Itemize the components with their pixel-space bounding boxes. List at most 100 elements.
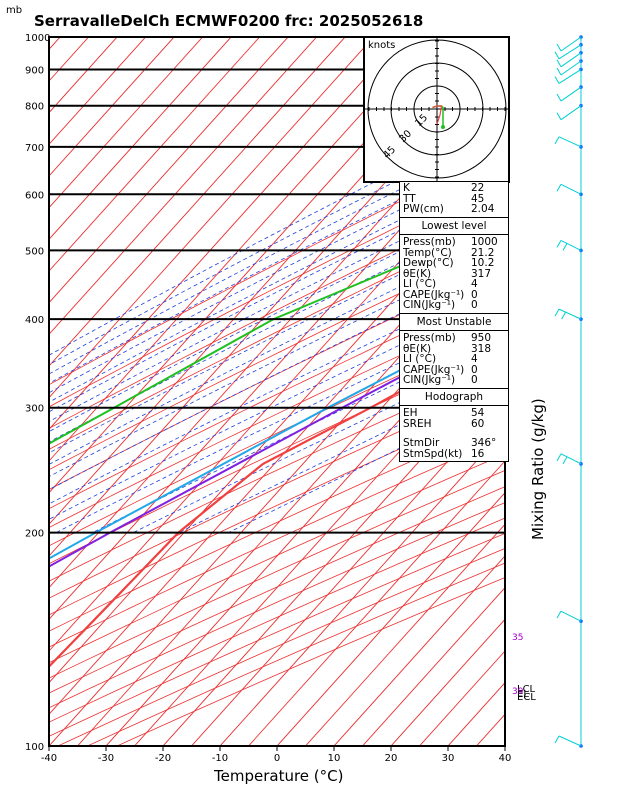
most-unstable-label: θE(K)	[403, 342, 432, 355]
isotherm-line	[605, 22, 618, 762]
index-row: PW(cm) 2.04	[403, 204, 505, 215]
temperature-line	[49, 333, 505, 669]
wind-barb	[560, 36, 582, 52]
chart-grid	[0, 22, 618, 762]
pressure-tick-label: 100	[25, 742, 44, 753]
most-unstable-label: Press(mb)	[403, 332, 456, 344]
moist-adiabat-line	[49, 178, 505, 413]
pressure-tick-label: 900	[25, 65, 44, 76]
hodograph-stat-row: EH 54	[403, 408, 505, 419]
most-unstable-label: CAPE(Jkg⁻¹)	[403, 363, 465, 376]
isotherm-line	[190, 396, 505, 746]
hodograph-stat-label: StmDir	[403, 437, 440, 449]
wind-barb-flag	[556, 59, 562, 68]
lowest-level-header: Lowest level	[400, 219, 508, 235]
moist-adiabat-line	[49, 157, 505, 394]
dry-adiabat-line	[49, 502, 505, 709]
moist-adiabat-line	[49, 277, 505, 505]
isotherm-line	[49, 37, 346, 367]
wind-barb-flag	[562, 243, 568, 251]
wind-barb-flag	[556, 112, 562, 120]
dry-adiabat-line	[49, 533, 505, 737]
dry-adiabat-line	[49, 419, 505, 632]
hodograph-stat-value: 346°	[471, 437, 497, 449]
most-unstable-value: 0	[471, 363, 478, 376]
isotherm-line	[304, 523, 505, 746]
extra-label: 39	[512, 687, 524, 697]
lowest-level-value: 10.2	[471, 257, 495, 269]
moist-adiabat-line	[49, 248, 505, 478]
dry-adiabat-line	[49, 326, 505, 547]
hodograph-stat-row: SREH 60	[403, 418, 505, 430]
lowest-level-box: Lowest level Press(mb) 1000 Temp(°C) 21.2 Dew…	[399, 216, 509, 314]
dry-adiabat-line	[49, 436, 505, 648]
lowest-level-label: Temp(°C)	[403, 246, 452, 259]
parcel-line	[49, 320, 505, 568]
moist-adiabat-line	[49, 211, 505, 443]
most-unstable-box: Most Unstable Press(mb) 950 θE(K) 318 LI (°C)…	[399, 312, 509, 389]
isotherm-line	[49, 37, 61, 51]
moist-adiabat-line	[49, 147, 505, 384]
lowest-level-label: CIN(Jkg⁻¹)	[403, 299, 456, 311]
wind-barb	[560, 183, 582, 195]
x-tick-label: -40	[41, 753, 57, 764]
dry-adiabat-line	[49, 173, 505, 408]
moist-adiabat-line	[49, 167, 505, 403]
wind-barb	[560, 610, 582, 622]
hodograph-header: Hodograph	[400, 390, 508, 406]
lowest-level-row: CAPE(Jkg⁻¹) 0	[403, 289, 505, 301]
extra-label: ECL	[517, 692, 536, 703]
dry-adiabat-line	[49, 453, 505, 664]
hodograph-box: Hodograph EH 54 SREH 60 StmDir 346° StmSpd(kt) 1…	[399, 387, 509, 462]
wind-barbs	[554, 35, 583, 748]
skew-grid-line	[49, 175, 505, 684]
most-unstable-header: Most Unstable	[400, 315, 508, 331]
units-label: mb	[6, 5, 22, 16]
dry-adiabat-line	[49, 345, 505, 565]
isotherm-line	[49, 206, 505, 716]
wind-barb	[560, 86, 582, 102]
dry-adiabat-line	[49, 364, 505, 582]
moist-adiabat-line	[55, 311, 505, 533]
indices-panel: K 22 TT 45 PW(cm) 2.04 Lowest level Press(mb) 1…	[399, 181, 509, 462]
extra-label: 35	[512, 633, 523, 643]
skew-grid-line	[0, 37, 3, 746]
most-unstable-row: CAPE(Jkg⁻¹) 0	[403, 363, 505, 376]
skew-grid-line	[49, 238, 505, 746]
most-unstable-label: LI (°C)	[403, 353, 437, 365]
lowest-level-row: LI (°C) 4	[403, 279, 505, 290]
dry-adiabat-line	[49, 383, 505, 599]
index-label: TT	[403, 192, 416, 205]
most-unstable-value: 4	[471, 353, 478, 365]
x-tick-label: -30	[98, 753, 114, 764]
skew-grid-line	[105, 302, 505, 746]
lowest-level-value: 21.2	[471, 246, 495, 259]
x-axis-title: Temperature (°C)	[213, 767, 343, 785]
isotherm-line	[49, 37, 175, 177]
lowest-level-label: Press(mb)	[403, 236, 456, 248]
hodograph-stat-row: StmDir 346°	[403, 438, 505, 449]
wind-barb-flag	[556, 610, 562, 619]
hodograph-stat-label: EH	[403, 407, 418, 419]
most-unstable-row: θE(K) 318	[403, 342, 505, 355]
wind-barb	[558, 69, 582, 84]
lowest-level-label: LI (°C)	[403, 278, 437, 290]
pressure-tick-label: 500	[25, 246, 44, 257]
dry-adiabat-line	[49, 285, 505, 510]
lowest-level-label: Dewp(°C)	[403, 257, 454, 269]
isotherm-line	[247, 460, 505, 746]
wind-barb-flag	[561, 311, 567, 320]
index-row: K 22	[403, 183, 505, 194]
indices-box: K 22 TT 45 PW(cm) 2.04	[399, 181, 509, 218]
wind-barb-flag	[554, 76, 560, 84]
isotherm-line	[49, 37, 318, 336]
dry-adiabat-line	[49, 486, 505, 694]
dry-adiabat-line	[49, 470, 505, 679]
most-unstable-value: 0	[471, 374, 478, 386]
x-tick-label: 40	[499, 753, 512, 764]
wind-barb-flag	[556, 43, 562, 52]
isotherm-line	[49, 37, 432, 462]
moist-adiabat-line	[49, 189, 505, 423]
dry-adiabat-line	[49, 242, 505, 471]
